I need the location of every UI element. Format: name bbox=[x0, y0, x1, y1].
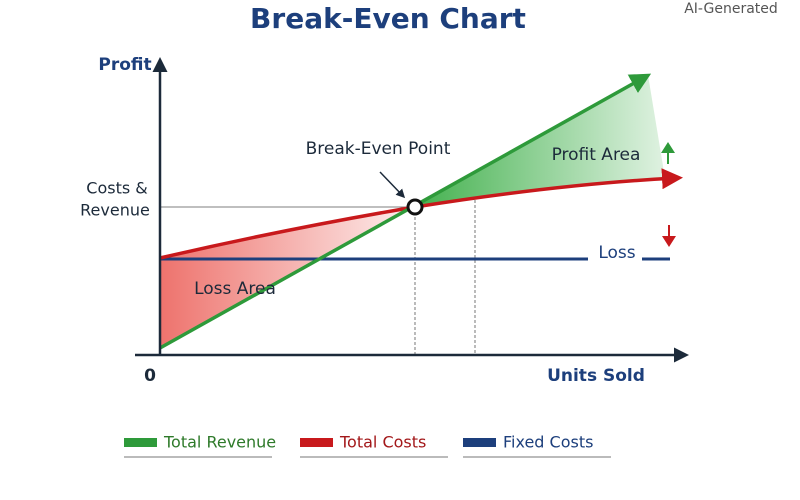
legend-swatch bbox=[300, 438, 333, 447]
y-axis-sublabel: Revenue bbox=[80, 201, 150, 220]
loss-label: Loss bbox=[598, 243, 635, 263]
legend: Total Revenue Total Costs Fixed Costs bbox=[124, 433, 611, 458]
legend-label: Total Costs bbox=[339, 433, 426, 452]
y-axis-sublabel: Costs & bbox=[86, 179, 147, 198]
down-icon bbox=[662, 225, 676, 247]
legend-swatch bbox=[124, 438, 157, 447]
loss-area-label: Loss Area bbox=[194, 279, 276, 299]
legend-swatch bbox=[463, 438, 496, 447]
break-even-label: Break-Even Point bbox=[306, 139, 451, 159]
origin-label: 0 bbox=[144, 366, 156, 386]
chart-title: Break-Even Chart bbox=[250, 2, 526, 35]
y-axis-label: Profit bbox=[98, 55, 151, 75]
break-even-point bbox=[406, 198, 424, 216]
legend-label: Fixed Costs bbox=[503, 433, 593, 452]
total-revenue-line bbox=[159, 73, 652, 350]
legend-label: Total Revenue bbox=[163, 433, 276, 452]
annotation-arrow bbox=[379, 171, 406, 199]
profit-area-label: Profit Area bbox=[552, 145, 641, 165]
profit-area bbox=[415, 75, 665, 207]
up-icon bbox=[661, 142, 675, 164]
x-axis-label: Units Sold bbox=[547, 366, 645, 386]
badge: AI-Generated bbox=[684, 1, 778, 17]
